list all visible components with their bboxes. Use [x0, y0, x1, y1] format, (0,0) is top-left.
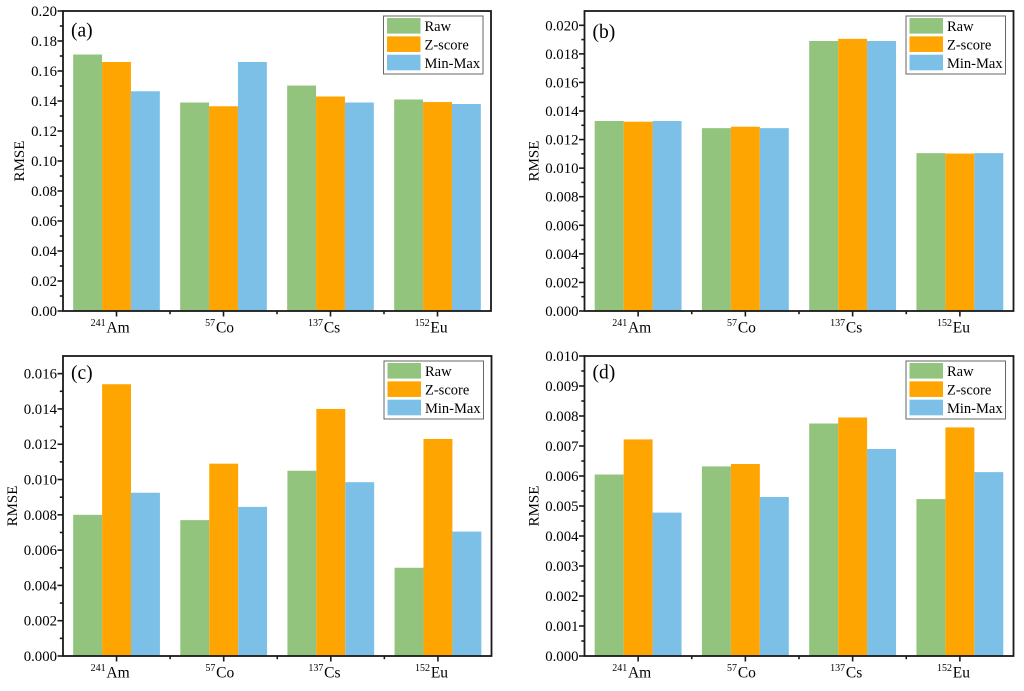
svg-text:0.002: 0.002 [24, 614, 57, 630]
svg-text:0.04: 0.04 [31, 244, 57, 260]
svg-text:Z-score: Z-score [947, 37, 991, 53]
svg-text:Eu: Eu [953, 664, 970, 681]
svg-text:241: 241 [91, 663, 106, 674]
svg-text:0.006: 0.006 [545, 469, 578, 485]
svg-text:137: 137 [308, 318, 323, 329]
svg-text:0.12: 0.12 [31, 124, 57, 140]
svg-text:Min-Max: Min-Max [425, 56, 481, 72]
svg-text:0.06: 0.06 [31, 214, 57, 230]
svg-text:0.002: 0.002 [545, 589, 578, 605]
svg-text:0.006: 0.006 [545, 218, 578, 234]
svg-text:0.005: 0.005 [545, 499, 578, 515]
svg-text:Co: Co [738, 319, 756, 336]
svg-text:0.003: 0.003 [545, 559, 578, 575]
svg-text:Am: Am [628, 664, 651, 681]
svg-text:241: 241 [91, 318, 106, 329]
svg-text:Cs: Cs [846, 664, 862, 681]
svg-text:Raw: Raw [425, 364, 452, 380]
svg-text:152: 152 [937, 663, 952, 674]
svg-text:57: 57 [205, 318, 215, 329]
svg-text:Eu: Eu [953, 319, 970, 336]
svg-text:Eu: Eu [431, 664, 448, 681]
svg-text:Am: Am [106, 664, 129, 681]
svg-text:Min-Max: Min-Max [425, 401, 481, 417]
svg-text:Cs: Cs [324, 319, 340, 336]
svg-text:0.20: 0.20 [31, 4, 57, 20]
svg-text:152: 152 [415, 663, 430, 674]
svg-text:RMSE: RMSE [527, 141, 543, 182]
svg-text:0.018: 0.018 [545, 47, 578, 63]
svg-text:0.014: 0.014 [545, 104, 579, 120]
svg-text:0.14: 0.14 [31, 94, 57, 110]
svg-text:0.000: 0.000 [24, 649, 57, 665]
svg-text:57: 57 [727, 318, 737, 329]
svg-text:0.004: 0.004 [24, 578, 58, 594]
svg-text:0.006: 0.006 [24, 543, 57, 559]
svg-text:Am: Am [106, 319, 129, 336]
svg-text:0.010: 0.010 [545, 349, 578, 365]
svg-text:Raw: Raw [425, 19, 452, 35]
svg-text:RMSE: RMSE [527, 486, 543, 527]
svg-text:241: 241 [612, 318, 627, 329]
svg-text:0.012: 0.012 [545, 133, 578, 149]
svg-text:0.004: 0.004 [545, 247, 579, 263]
svg-text:137: 137 [830, 318, 845, 329]
svg-text:Z-score: Z-score [425, 37, 469, 53]
svg-text:137: 137 [308, 663, 323, 674]
svg-text:Co: Co [738, 664, 756, 681]
svg-text:Cs: Cs [324, 664, 340, 681]
svg-text:0.009: 0.009 [545, 379, 578, 395]
svg-text:0.016: 0.016 [545, 75, 578, 91]
svg-text:Min-Max: Min-Max [947, 401, 1003, 417]
svg-text:0.012: 0.012 [24, 437, 57, 453]
svg-text:0.016: 0.016 [24, 367, 57, 383]
svg-text:RMSE: RMSE [5, 486, 21, 527]
svg-text:Z-score: Z-score [947, 382, 991, 398]
svg-text:0.002: 0.002 [545, 275, 578, 291]
svg-text:Raw: Raw [947, 364, 974, 380]
svg-text:Cs: Cs [846, 319, 862, 336]
svg-text:0.008: 0.008 [545, 190, 578, 206]
svg-text:0.18: 0.18 [31, 34, 57, 50]
svg-text:0.004: 0.004 [545, 529, 579, 545]
svg-text:241: 241 [612, 663, 627, 674]
svg-text:0.16: 0.16 [31, 64, 57, 80]
svg-text:Eu: Eu [430, 319, 447, 336]
svg-text:0.10: 0.10 [31, 154, 57, 170]
svg-text:152: 152 [415, 318, 430, 329]
svg-text:(d): (d) [593, 362, 616, 383]
svg-text:(a): (a) [71, 20, 93, 41]
svg-text:0.008: 0.008 [545, 409, 578, 425]
svg-text:0.008: 0.008 [24, 508, 57, 524]
svg-text:Co: Co [216, 664, 234, 681]
svg-text:0.08: 0.08 [31, 184, 57, 200]
svg-text:Co: Co [216, 319, 234, 336]
svg-text:Z-score: Z-score [425, 382, 469, 398]
svg-text:0.02: 0.02 [31, 274, 57, 290]
svg-text:0.010: 0.010 [24, 473, 57, 489]
svg-text:0.00: 0.00 [31, 304, 57, 320]
svg-text:152: 152 [937, 318, 952, 329]
svg-text:(b): (b) [593, 22, 616, 43]
svg-text:0.014: 0.014 [24, 402, 58, 418]
svg-text:0.010: 0.010 [545, 161, 578, 177]
svg-text:RMSE: RMSE [12, 141, 28, 182]
svg-text:0.000: 0.000 [545, 304, 578, 320]
svg-text:0.020: 0.020 [545, 18, 578, 34]
svg-text:137: 137 [830, 663, 845, 674]
svg-text:0.001: 0.001 [545, 619, 578, 635]
svg-text:0.007: 0.007 [545, 439, 578, 455]
svg-text:Raw: Raw [947, 19, 974, 35]
svg-text:57: 57 [205, 663, 215, 674]
svg-text:57: 57 [727, 663, 737, 674]
svg-text:Min-Max: Min-Max [947, 56, 1003, 72]
svg-text:0.000: 0.000 [545, 649, 578, 665]
svg-text:(c): (c) [71, 363, 93, 384]
svg-text:Am: Am [628, 319, 651, 336]
